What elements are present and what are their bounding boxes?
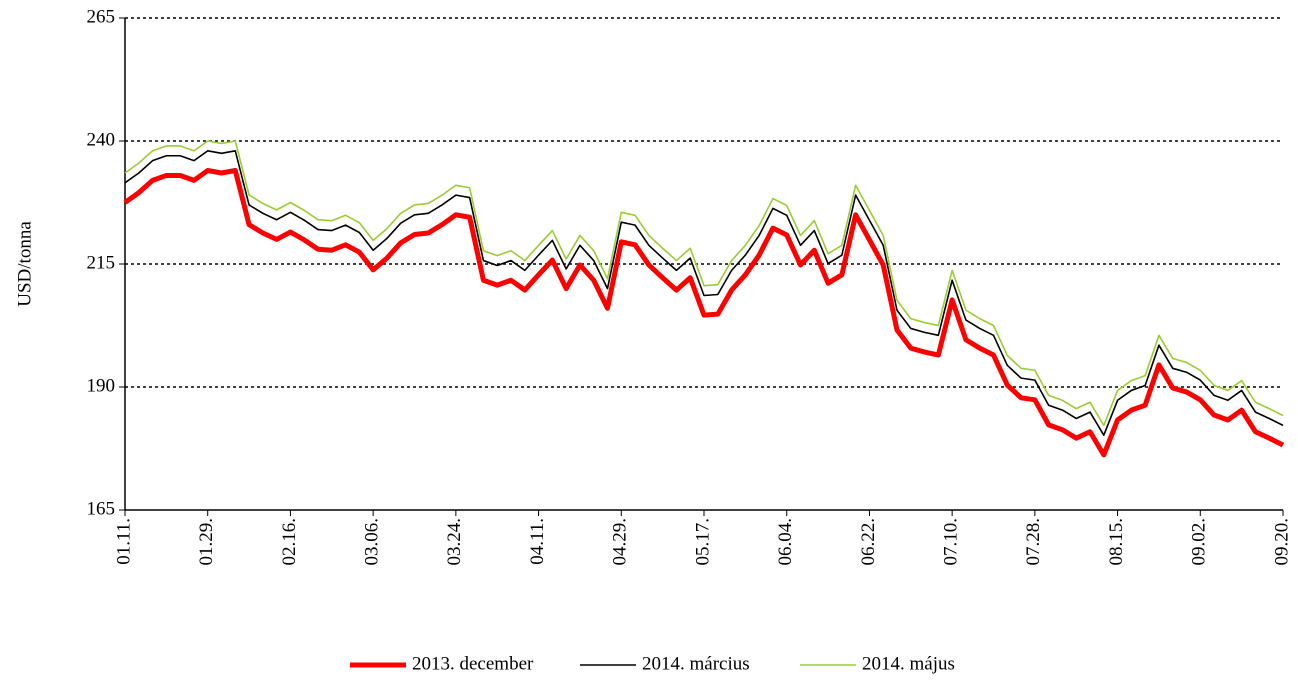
x-tick-label: 07.28. [1023, 518, 1044, 566]
y-tick-label: 215 [87, 252, 116, 273]
y-tick-label: 265 [87, 6, 116, 27]
line-series [123, 168, 1285, 458]
legend-label: 2013. december [412, 653, 534, 674]
x-tick-label: 01.11. [113, 518, 134, 565]
x-tick-label: 04.29. [610, 518, 631, 566]
x-tick-label: 09.02. [1189, 518, 1210, 566]
x-tick-label: 07.10. [941, 518, 962, 566]
x-tick-label: 03.24. [444, 518, 465, 566]
line-series [124, 150, 1284, 437]
legend-label: 2014. március [642, 653, 750, 674]
x-tick-label: 06.22. [858, 518, 879, 566]
y-axis-label: USD/tonna [14, 221, 35, 307]
line-series [124, 140, 1284, 427]
x-tick-label: 03.06. [362, 518, 383, 566]
x-tick-label: 05.17. [692, 518, 713, 566]
x-tick-label: 09.20. [1271, 518, 1292, 566]
y-tick-label: 190 [87, 375, 116, 396]
x-tick-label: 08.15. [1106, 518, 1127, 566]
y-tick-label: 240 [87, 129, 116, 150]
legend-label: 2014. május [862, 653, 955, 674]
x-tick-label: 02.16. [279, 518, 300, 566]
x-tick-label: 06.04. [775, 518, 796, 566]
x-tick-label: 01.29. [196, 518, 217, 566]
x-tick-label: 04.11. [527, 518, 548, 565]
y-tick-label: 165 [87, 498, 116, 519]
